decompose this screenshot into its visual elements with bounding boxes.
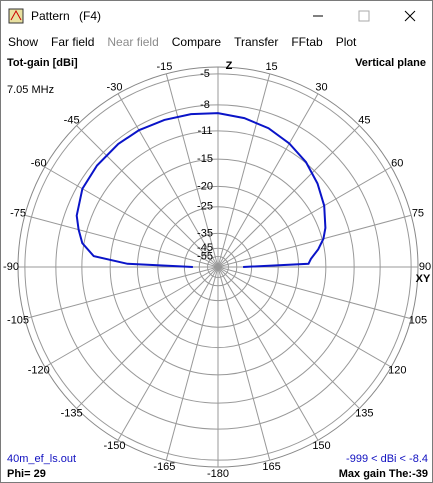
gain-ring bbox=[157, 206, 279, 328]
angle-label: 90 bbox=[419, 261, 431, 273]
angle-label: -120 bbox=[28, 364, 50, 376]
menu-item[interactable]: Compare bbox=[171, 35, 222, 49]
angle-label: 30 bbox=[315, 82, 327, 94]
angle-label: -135 bbox=[61, 407, 83, 419]
window-title: Pattern bbox=[31, 9, 70, 23]
angle-spoke bbox=[165, 266, 219, 461]
angle-label: 60 bbox=[391, 157, 403, 169]
gain-ring bbox=[109, 158, 327, 376]
angle-label: 105 bbox=[409, 314, 427, 326]
angle-spoke bbox=[217, 266, 360, 409]
y-label: Tot-gain [dBi] bbox=[7, 57, 78, 69]
gain-label: -20 bbox=[197, 180, 213, 192]
plane-label: Vertical plane bbox=[355, 57, 426, 69]
menu-item[interactable]: Near field bbox=[107, 35, 159, 49]
angle-label: 45 bbox=[358, 115, 370, 127]
angle-spoke bbox=[217, 214, 412, 268]
phi: Phi= 29 bbox=[7, 468, 46, 480]
gain-ring bbox=[24, 73, 412, 461]
polar-plot: Tot-gain [dBi] Vertical plane 7.05 MHz 4… bbox=[3, 57, 431, 480]
gain-label: -5 bbox=[200, 68, 210, 80]
menu-item[interactable]: Transfer bbox=[234, 35, 279, 49]
menu-bar: Show Far field Near field Compare Transfer FF… bbox=[1, 31, 432, 53]
gain-label: -11 bbox=[197, 125, 212, 137]
angle-spoke bbox=[217, 93, 319, 268]
angle-spoke bbox=[44, 166, 219, 268]
angle-spoke bbox=[217, 266, 319, 441]
angle-label: -180 bbox=[207, 468, 229, 480]
gain-label: -55 bbox=[197, 250, 213, 262]
gain-label: -35 bbox=[197, 227, 213, 239]
gain-ring bbox=[136, 185, 300, 349]
gain-range: -999 < dBi < -8.4 bbox=[346, 453, 428, 465]
angle-label: 120 bbox=[388, 364, 406, 376]
angle-label: -90 bbox=[3, 261, 19, 273]
angle-label: 75 bbox=[412, 207, 424, 219]
gain-ring bbox=[207, 256, 229, 278]
angle-spoke bbox=[44, 266, 219, 368]
file-name: 40m_ef_ls.out bbox=[7, 453, 76, 465]
gain-ring bbox=[55, 104, 381, 430]
angle-label: -15 bbox=[156, 61, 172, 73]
angle-spoke bbox=[24, 214, 219, 268]
maximize[interactable] bbox=[358, 10, 370, 22]
angle-label: -165 bbox=[153, 461, 175, 473]
gain-label: -45 bbox=[197, 242, 213, 254]
gain-curve bbox=[75, 112, 327, 268]
app-icon bbox=[8, 8, 24, 24]
angle-label: -30 bbox=[107, 82, 123, 94]
angle-label: 165 bbox=[262, 461, 280, 473]
angle-spoke bbox=[217, 266, 271, 461]
angle-spoke bbox=[24, 266, 219, 320]
menu-item[interactable]: Show bbox=[8, 35, 39, 49]
window-shortcut: (F4) bbox=[79, 9, 101, 23]
gain-ring bbox=[81, 130, 355, 404]
gain-label: -8 bbox=[200, 99, 210, 111]
angle-spoke bbox=[217, 266, 392, 368]
menu-item[interactable]: Far field bbox=[51, 35, 95, 49]
angle-spoke bbox=[217, 125, 360, 268]
angle-label: -60 bbox=[31, 157, 47, 169]
angle-label: -105 bbox=[7, 314, 29, 326]
angle-label: 150 bbox=[312, 440, 330, 452]
gain-ring bbox=[198, 247, 238, 287]
menu-item[interactable]: Plot bbox=[335, 35, 357, 49]
angle-label: 135 bbox=[355, 407, 373, 419]
menu-item[interactable]: FFtab bbox=[291, 35, 323, 49]
title-bar: Pattern (F4) bbox=[1, 1, 432, 31]
gain-label: -25 bbox=[197, 201, 213, 213]
angle-label: -45 bbox=[64, 115, 80, 127]
angle-spoke bbox=[217, 166, 392, 268]
angle-spoke bbox=[76, 266, 219, 409]
zenith-label: Z bbox=[226, 60, 233, 72]
horizon-label: XY bbox=[416, 273, 431, 285]
frequency: 7.05 MHz bbox=[7, 84, 54, 96]
angle-spoke bbox=[117, 266, 219, 441]
close[interactable] bbox=[404, 10, 416, 22]
title-icons bbox=[8, 8, 416, 24]
app-icon-mark bbox=[10, 9, 22, 21]
gain-label: -15 bbox=[197, 153, 213, 165]
angle-spoke bbox=[217, 266, 412, 320]
angle-spoke bbox=[217, 73, 271, 268]
angle-label: -75 bbox=[10, 207, 26, 219]
max-gain: Max gain The:-39 bbox=[339, 468, 428, 480]
angle-label: 15 bbox=[265, 61, 277, 73]
angle-label: -150 bbox=[103, 440, 125, 452]
